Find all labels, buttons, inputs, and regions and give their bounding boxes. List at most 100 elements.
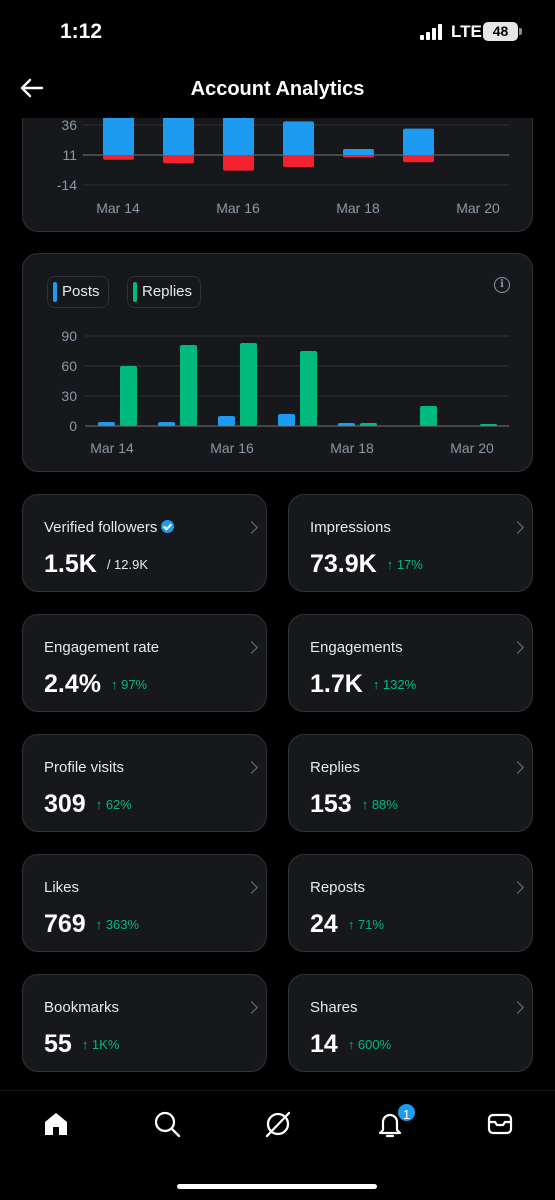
notification-badge: 1 bbox=[396, 1102, 417, 1123]
bar-negative bbox=[403, 155, 434, 163]
bar-replies bbox=[180, 345, 197, 426]
bar-negative bbox=[343, 155, 374, 158]
header-bg bbox=[0, 64, 555, 118]
bar-positive bbox=[283, 121, 314, 155]
x-tick-label: Mar 20 bbox=[456, 200, 500, 216]
notifications-icon[interactable] bbox=[375, 1109, 405, 1139]
metric-card-engagements[interactable]: Engagements 1.7K ↑ 132% bbox=[288, 614, 533, 712]
x-tick-label: Mar 16 bbox=[216, 200, 260, 216]
search-icon[interactable] bbox=[152, 1109, 182, 1139]
verified-badge-icon bbox=[161, 520, 175, 533]
metric-value: 2.4% bbox=[44, 670, 101, 698]
metric-value-row: 1.5K / 12.9K bbox=[44, 550, 148, 579]
metric-change: ↑ 600% bbox=[347, 1037, 392, 1052]
status-time: 1:12 bbox=[60, 20, 103, 43]
metric-total: / 12.9K bbox=[106, 557, 149, 572]
home-icon[interactable] bbox=[41, 1109, 71, 1139]
metric-change: ↑ 88% bbox=[361, 797, 398, 812]
bar-negative bbox=[283, 155, 314, 167]
bar-negative bbox=[223, 155, 254, 171]
page-title: Account Analytics bbox=[190, 78, 365, 100]
metric-change: ↑ 97% bbox=[110, 677, 148, 692]
x-tick-label: Mar 14 bbox=[90, 440, 134, 456]
metric-value: 24 bbox=[310, 910, 338, 938]
metric-label-text: Bookmarks bbox=[44, 999, 120, 1016]
metric-value: 1.7K bbox=[310, 670, 363, 698]
bar-negative bbox=[103, 155, 134, 160]
posts-replies-chart: 90 60 30 0 Mar 14 Mar 16 Mar 18 Mar 20 bbox=[61, 328, 509, 456]
x-tick-label: Mar 18 bbox=[336, 200, 380, 216]
bar-replies bbox=[120, 366, 137, 426]
x-tick-label: Mar 18 bbox=[330, 440, 374, 456]
bar-posts bbox=[278, 414, 295, 426]
metric-label: Reposts bbox=[310, 879, 365, 896]
metric-card-verified-followers[interactable]: Verified followers 1.5K / 12.9K bbox=[22, 494, 267, 592]
home-indicator[interactable] bbox=[177, 1184, 377, 1189]
back-arrow-icon[interactable] bbox=[18, 74, 46, 102]
signal-icon bbox=[420, 24, 444, 40]
metric-card-reposts[interactable]: Reposts 24 ↑ 71% bbox=[288, 854, 533, 952]
chevron-right-icon bbox=[245, 521, 258, 534]
metric-value: 55 bbox=[44, 1030, 72, 1058]
metric-change: ↑ 1K% bbox=[81, 1037, 120, 1052]
metric-card-engagement-rate[interactable]: Engagement rate 2.4% ↑ 97% bbox=[22, 614, 267, 712]
metric-change: ↑ 71% bbox=[347, 917, 384, 932]
metric-label-text: Replies bbox=[310, 759, 361, 776]
metric-card-bookmarks[interactable]: Bookmarks 55 ↑ 1K% bbox=[22, 974, 267, 1072]
metric-card-profile-visits[interactable]: Profile visits 309 ↑ 62% bbox=[22, 734, 267, 832]
grok-icon[interactable] bbox=[263, 1109, 293, 1139]
messages-icon[interactable] bbox=[485, 1109, 515, 1139]
metric-value-row: 24 ↑ 71% bbox=[310, 910, 384, 939]
metric-label: Impressions bbox=[310, 519, 391, 536]
bar-negative bbox=[163, 155, 194, 164]
metric-change: ↑ 17% bbox=[386, 557, 423, 572]
legend-posts-toggle[interactable]: Posts bbox=[47, 276, 109, 308]
info-icon[interactable]: i bbox=[494, 277, 510, 293]
bar-posts bbox=[218, 416, 235, 426]
chevron-right-icon bbox=[511, 761, 524, 774]
y-tick-label: 11 bbox=[62, 147, 77, 163]
legend-replies-toggle[interactable]: Replies bbox=[127, 276, 202, 308]
metric-card-likes[interactable]: Likes 769 ↑ 363% bbox=[22, 854, 267, 952]
metric-card-shares[interactable]: Shares 14 ↑ 600% bbox=[288, 974, 533, 1072]
bar-replies bbox=[420, 406, 437, 426]
metric-label-text: Engagements bbox=[310, 639, 403, 656]
bar-posts bbox=[158, 422, 175, 426]
bar-positive bbox=[343, 149, 374, 155]
chevron-right-icon bbox=[245, 641, 258, 654]
y-tick-label: 36 bbox=[61, 117, 77, 133]
chevron-right-icon bbox=[245, 1001, 258, 1014]
metric-change: ↑ 62% bbox=[95, 797, 132, 812]
legend-replies-label: Replies bbox=[142, 283, 193, 300]
metric-card-replies[interactable]: Replies 153 ↑ 88% bbox=[288, 734, 533, 832]
metric-label: Bookmarks bbox=[44, 999, 119, 1016]
bar-posts bbox=[98, 422, 115, 426]
metric-label-text: Reposts bbox=[310, 879, 366, 896]
chevron-right-icon bbox=[511, 521, 524, 534]
metric-value-row: 769 ↑ 363% bbox=[44, 910, 139, 939]
metric-value-row: 14 ↑ 600% bbox=[310, 1030, 391, 1059]
legend-posts-label: Posts bbox=[62, 283, 100, 300]
y-tick-label: 0 bbox=[69, 418, 77, 434]
metric-label: Engagement rate bbox=[44, 639, 159, 656]
metric-label-text: Profile visits bbox=[44, 759, 125, 776]
bar-replies bbox=[240, 343, 257, 426]
metric-label: Shares bbox=[310, 999, 358, 1016]
metric-label-text: Shares bbox=[310, 999, 358, 1016]
bar-replies bbox=[480, 424, 497, 426]
metric-value: 153 bbox=[310, 790, 352, 818]
metric-value-row: 1.7K ↑ 132% bbox=[310, 670, 416, 699]
header: Account Analytics bbox=[0, 64, 555, 116]
metric-label: Profile visits bbox=[44, 759, 124, 776]
metric-card-impressions[interactable]: Impressions 73.9K ↑ 17% bbox=[288, 494, 533, 592]
posts-swatch bbox=[53, 282, 57, 302]
metric-label-text: Engagement rate bbox=[44, 639, 160, 656]
replies-swatch bbox=[133, 282, 137, 302]
tab-bar bbox=[0, 1090, 555, 1200]
x-tick-label: Mar 20 bbox=[450, 440, 494, 456]
metric-value-row: 153 ↑ 88% bbox=[310, 790, 398, 819]
metric-label-text: Likes bbox=[44, 879, 80, 896]
chevron-right-icon bbox=[245, 761, 258, 774]
battery-icon: 48 bbox=[483, 22, 518, 41]
x-tick-label: Mar 16 bbox=[210, 440, 254, 456]
